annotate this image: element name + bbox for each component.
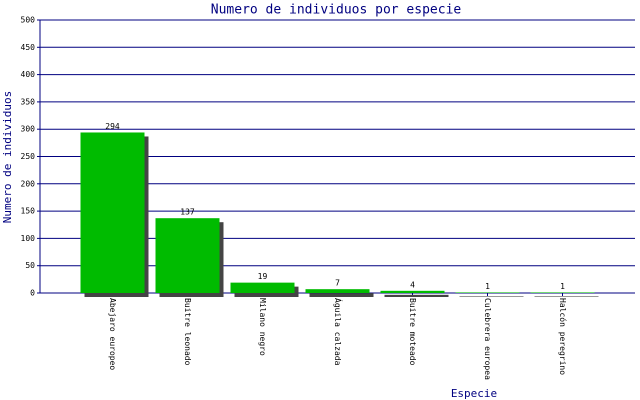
y-tick-label: 100 xyxy=(21,234,36,243)
x-tick-label: Abejaro europeo xyxy=(108,298,117,370)
value-label: 1 xyxy=(485,282,490,291)
bar xyxy=(455,292,520,293)
value-label: 7 xyxy=(335,279,340,288)
y-tick-label: 500 xyxy=(21,16,36,25)
bar-shadow xyxy=(309,293,374,297)
x-tick-label: Culebrera europea xyxy=(483,298,492,380)
x-tick-label: Buitre leonado xyxy=(183,298,192,366)
x-axis-title: Especie xyxy=(451,387,497,400)
y-tick-label: 150 xyxy=(21,207,36,216)
y-tick-label: 200 xyxy=(21,179,36,188)
value-label: 1 xyxy=(560,282,565,291)
value-label: 137 xyxy=(180,208,195,217)
y-tick-label: 250 xyxy=(21,152,36,161)
x-tick-label: Águila calzada xyxy=(333,298,344,366)
bar xyxy=(530,292,595,293)
x-tick-label: Halcón peregrino xyxy=(558,298,568,375)
chart-title: Numero de individuos por especie xyxy=(211,3,462,18)
y-tick-label: 0 xyxy=(30,289,35,298)
bar-shadow xyxy=(459,296,524,297)
y-tick-label: 400 xyxy=(21,70,36,79)
x-tick-label: Buitre moteado xyxy=(408,298,417,366)
bar xyxy=(155,218,220,293)
bar xyxy=(230,282,295,293)
y-tick-label: 450 xyxy=(21,43,36,52)
bar xyxy=(380,290,445,293)
y-tick-label: 50 xyxy=(25,261,35,270)
y-axis-title: Numero de individuos xyxy=(1,91,14,223)
value-label: 294 xyxy=(105,122,120,131)
bar xyxy=(305,289,370,293)
x-tick-label: Milano negro xyxy=(258,298,267,356)
value-label: 4 xyxy=(410,280,415,289)
value-label: 19 xyxy=(258,272,268,281)
bar-shadow xyxy=(534,296,599,297)
bar-shadow xyxy=(384,294,449,297)
bar xyxy=(80,132,145,293)
y-tick-label: 350 xyxy=(21,97,36,106)
y-tick-label: 300 xyxy=(21,125,36,134)
